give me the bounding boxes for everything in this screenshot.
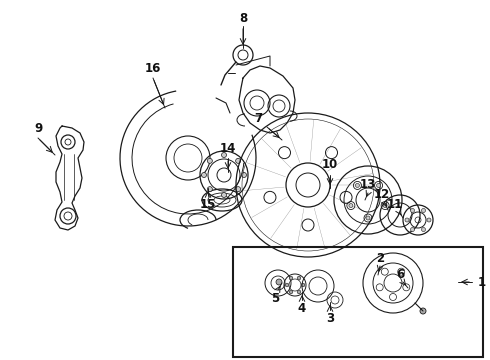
Text: 7: 7 (254, 112, 262, 125)
Circle shape (301, 283, 305, 287)
Circle shape (421, 228, 425, 231)
Circle shape (377, 184, 381, 188)
Circle shape (207, 186, 212, 192)
Bar (233, 247, 483, 357)
Text: 15: 15 (200, 198, 216, 211)
Circle shape (221, 153, 226, 158)
Text: 16: 16 (145, 62, 161, 75)
Circle shape (349, 203, 353, 208)
Text: 6: 6 (396, 269, 404, 282)
Text: 4: 4 (298, 302, 306, 315)
Circle shape (289, 290, 293, 294)
Circle shape (411, 208, 415, 212)
Text: 12: 12 (374, 189, 390, 202)
Circle shape (285, 283, 289, 287)
Circle shape (355, 184, 360, 188)
Text: 2: 2 (376, 252, 384, 265)
Circle shape (207, 158, 212, 163)
Text: 9: 9 (34, 122, 42, 135)
Circle shape (366, 216, 370, 220)
Text: 5: 5 (271, 292, 279, 305)
Circle shape (405, 218, 409, 222)
Circle shape (221, 193, 226, 198)
Circle shape (236, 186, 241, 192)
Circle shape (383, 203, 387, 208)
Circle shape (427, 218, 431, 222)
Text: 8: 8 (239, 12, 247, 24)
Circle shape (420, 308, 426, 314)
Circle shape (276, 279, 282, 285)
Circle shape (201, 172, 206, 177)
Text: 14: 14 (220, 141, 236, 154)
Text: 10: 10 (322, 158, 338, 171)
Circle shape (421, 208, 425, 212)
Circle shape (411, 228, 415, 231)
Circle shape (242, 172, 246, 177)
Text: 1: 1 (478, 275, 486, 288)
Text: 3: 3 (326, 311, 334, 324)
Text: 13: 13 (360, 179, 376, 192)
Circle shape (297, 290, 301, 294)
Circle shape (297, 276, 301, 280)
Text: 11: 11 (387, 198, 403, 211)
Circle shape (289, 276, 293, 280)
Circle shape (236, 158, 241, 163)
